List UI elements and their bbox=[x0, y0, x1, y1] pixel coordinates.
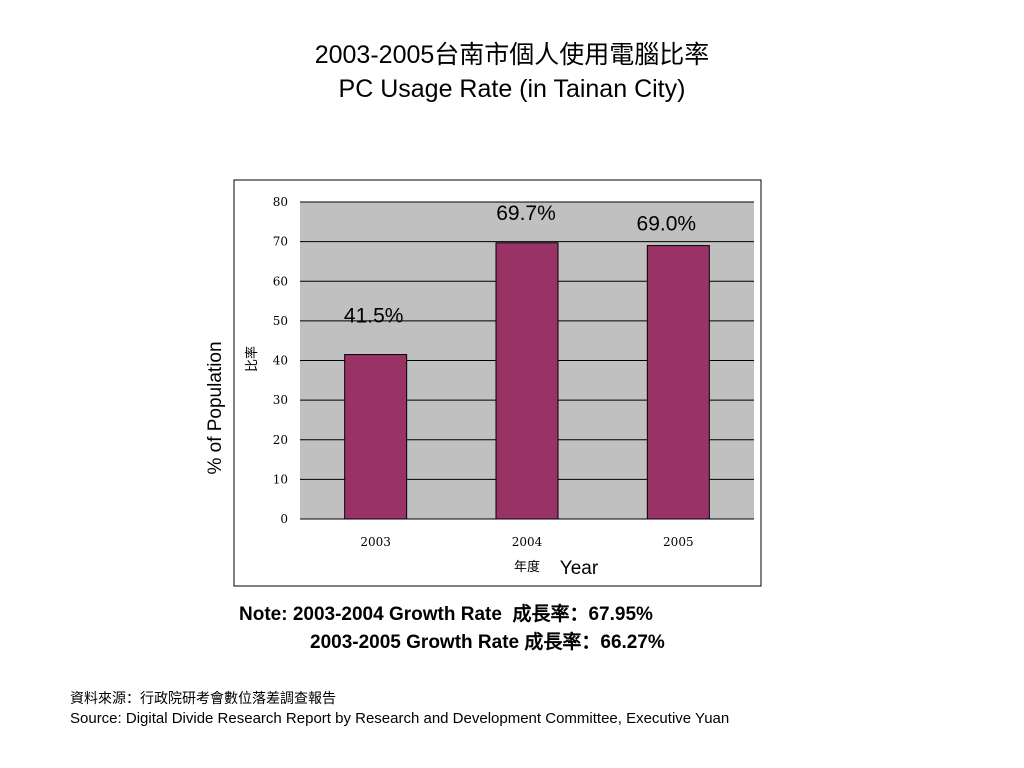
y-tick-label: 40 bbox=[273, 354, 288, 368]
y-tick-label: 50 bbox=[273, 314, 288, 328]
growth-note-1: Note: 2003-2004 Growth Rate 成長率：67.95% bbox=[239, 604, 653, 625]
x-axis-label-inner: 年度 bbox=[514, 559, 540, 575]
y-tick-label: 0 bbox=[280, 512, 288, 526]
y-tick-label: 30 bbox=[273, 393, 288, 407]
x-axis-label-outer: Year bbox=[560, 558, 599, 579]
bar bbox=[344, 354, 408, 520]
y-tick-label: 60 bbox=[273, 274, 288, 288]
chart-title-zh: 2003-2005台南市個人使用電腦比率 bbox=[314, 41, 710, 69]
data-label: 41.5% bbox=[344, 305, 404, 328]
bar bbox=[495, 242, 559, 520]
data-label: 69.0% bbox=[637, 213, 697, 236]
y-tick-label: 70 bbox=[273, 235, 288, 249]
y-tick-label: 80 bbox=[273, 195, 288, 209]
growth-note-2: 2003-2005 Growth Rate 成長率：66.27% bbox=[310, 632, 665, 653]
data-label: 69.7% bbox=[496, 202, 556, 225]
x-tick-label: 2004 bbox=[512, 535, 543, 549]
y-axis-label-inner: 比率 bbox=[244, 346, 260, 372]
y-axis-label-outer: % of Population bbox=[205, 341, 226, 474]
source-en: Source: Digital Divide Research Report b… bbox=[70, 710, 730, 727]
y-tick-label: 20 bbox=[273, 433, 288, 447]
bar bbox=[646, 245, 710, 520]
chart-title-en: PC Usage Rate (in Tainan City) bbox=[338, 75, 686, 103]
y-tick-label: 10 bbox=[273, 472, 288, 486]
x-tick-label: 2003 bbox=[360, 535, 391, 549]
x-tick-label: 2005 bbox=[663, 535, 694, 549]
source-zh: 資料來源：行政院研考會數位落差調查報告 bbox=[70, 690, 336, 706]
